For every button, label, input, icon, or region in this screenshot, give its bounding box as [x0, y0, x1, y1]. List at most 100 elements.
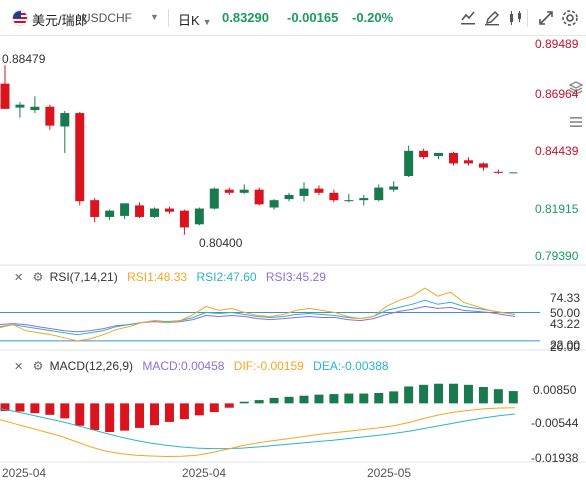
macd-title[interactable]: MACD(12,26,9): [49, 359, 134, 373]
candle-settings-icon[interactable]: [506, 8, 526, 28]
price-axis-tick: 0.81915: [535, 202, 579, 216]
rsi3-value: RSI3:45.29: [265, 270, 326, 284]
candle-body: [314, 188, 324, 193]
rsi-axis-tick: 50.00: [550, 306, 581, 320]
price-change: -0.00165: [287, 10, 339, 25]
macd-axis-tick: -0.01938: [531, 451, 579, 465]
candle-body: [284, 194, 294, 200]
macd-histogram-bar: [269, 397, 279, 404]
macd-histogram-bar: [90, 403, 100, 431]
candle-body: [120, 203, 130, 216]
candle-body: [493, 171, 503, 173]
candle-body: [179, 210, 189, 228]
macd-axis-tick: 0.00850: [533, 383, 577, 397]
macd-histogram-bar: [15, 403, 25, 412]
candle-body: [209, 188, 219, 209]
candle-body: [15, 104, 25, 108]
collapse-icon[interactable]: ✕: [14, 272, 24, 284]
layers-icon[interactable]: [568, 80, 584, 96]
rsi-title[interactable]: RSI(7,14,21): [49, 270, 118, 284]
candle-body: [239, 189, 249, 193]
macd-histogram-bar: [284, 396, 294, 404]
candle-body: [389, 186, 399, 190]
macd-histogram-bar: [120, 403, 130, 431]
macd-value: MACD:0.00458: [142, 359, 225, 373]
candle-body: [90, 200, 100, 217]
candle-body: [150, 208, 159, 217]
candle-body: [75, 113, 85, 202]
rsi-axis-tick: 74.33: [550, 291, 581, 305]
macd-histogram-bar: [449, 383, 458, 404]
price-change-percent: -0.20%: [352, 10, 394, 25]
candle-body: [404, 150, 414, 177]
candle-body: [60, 113, 70, 127]
chart-style-icon[interactable]: [458, 8, 478, 28]
macd-histogram-bar: [30, 403, 40, 414]
macd-histogram-bar: [299, 395, 309, 404]
divider: [527, 9, 528, 27]
macd-histogram-bar: [344, 393, 354, 404]
candle-body: [463, 160, 473, 164]
indicator-settings-icon[interactable]: ⚙: [32, 270, 44, 284]
rsi-header: ✕ ⚙ RSI(7,14,21) RSI1:48.33 RSI2:47.60 R…: [14, 270, 326, 284]
candle-body: [164, 208, 174, 212]
candle-body: [419, 150, 429, 158]
macd-histogram-bar: [374, 393, 384, 404]
list-icon[interactable]: [568, 114, 584, 130]
rsi-axis-tick: 20.00: [550, 340, 581, 354]
macd-histogram-bar: [314, 394, 324, 404]
macd-histogram-bar: [0, 403, 10, 411]
last-price: 0.83290: [222, 10, 269, 25]
macd-histogram-bar: [508, 391, 518, 404]
rsi3-line: [0, 305, 516, 333]
candle-body: [478, 163, 488, 168]
rsi1-line: [0, 287, 516, 342]
rsi2-value: RSI2:47.60: [196, 270, 257, 284]
candle-body: [434, 152, 444, 157]
macd-histogram-bar: [209, 403, 219, 413]
price-axis-tick: 0.79390: [535, 249, 579, 263]
settings-icon[interactable]: [560, 8, 580, 28]
macd-axis-tick: -0.00544: [531, 416, 579, 430]
candle-body: [329, 192, 339, 201]
macd-histogram-bar: [434, 383, 444, 404]
candle-body: [105, 210, 115, 217]
us-flag-icon: [12, 10, 28, 26]
symbol-code[interactable]: USDCHF: [82, 11, 132, 25]
candle-body: [0, 83, 10, 109]
collapse-icon[interactable]: ✕: [14, 361, 24, 373]
x-axis-label: 2025-04: [182, 466, 227, 480]
price-axis-tick: 0.86964: [535, 87, 579, 101]
price-axis-tick: 0.84439: [535, 144, 579, 158]
macd-histogram-bar: [404, 386, 414, 404]
candle-body: [30, 106, 40, 111]
candle-body: [344, 200, 354, 202]
candle-body: [449, 152, 458, 164]
low-price-label: 0.80400: [199, 236, 243, 250]
indicator-settings-icon[interactable]: ⚙: [32, 359, 44, 373]
expand-icon[interactable]: [536, 8, 556, 28]
x-axis-label: 2025-04: [2, 466, 47, 480]
candle-body: [299, 188, 309, 196]
dea-value: DEA:-0.00388: [313, 359, 389, 373]
divider: [168, 9, 169, 27]
chart-header: 美元/瑞郎 USDCHF ▼ 日K ▼ 0.83290 -0.00165 -0.2…: [0, 0, 586, 36]
macd-header: ✕ ⚙ MACD(12,26,9) MACD:0.00458 DIF:-0.00…: [14, 359, 389, 373]
macd-histogram-bar: [419, 384, 429, 404]
rsi-axis-tick: 22.00: [550, 338, 581, 352]
period-selector[interactable]: 日K ▼: [178, 13, 212, 28]
candle-body: [45, 106, 55, 126]
macd-histogram-bar: [224, 403, 234, 408]
rsi-axis-tick: 43.22: [550, 317, 581, 331]
macd-histogram-bar: [135, 403, 145, 428]
macd-histogram-bar: [60, 403, 70, 419]
candle-body: [374, 187, 384, 201]
macd-histogram-bar: [359, 393, 369, 404]
symbol-dropdown-icon[interactable]: ▼: [150, 12, 159, 22]
symbol-name[interactable]: 美元/瑞郎: [32, 13, 88, 28]
draw-icon[interactable]: [482, 8, 502, 28]
x-axis-label: 2025-05: [367, 466, 412, 480]
macd-histogram-bar: [493, 389, 503, 404]
macd-histogram-bar: [254, 400, 264, 404]
